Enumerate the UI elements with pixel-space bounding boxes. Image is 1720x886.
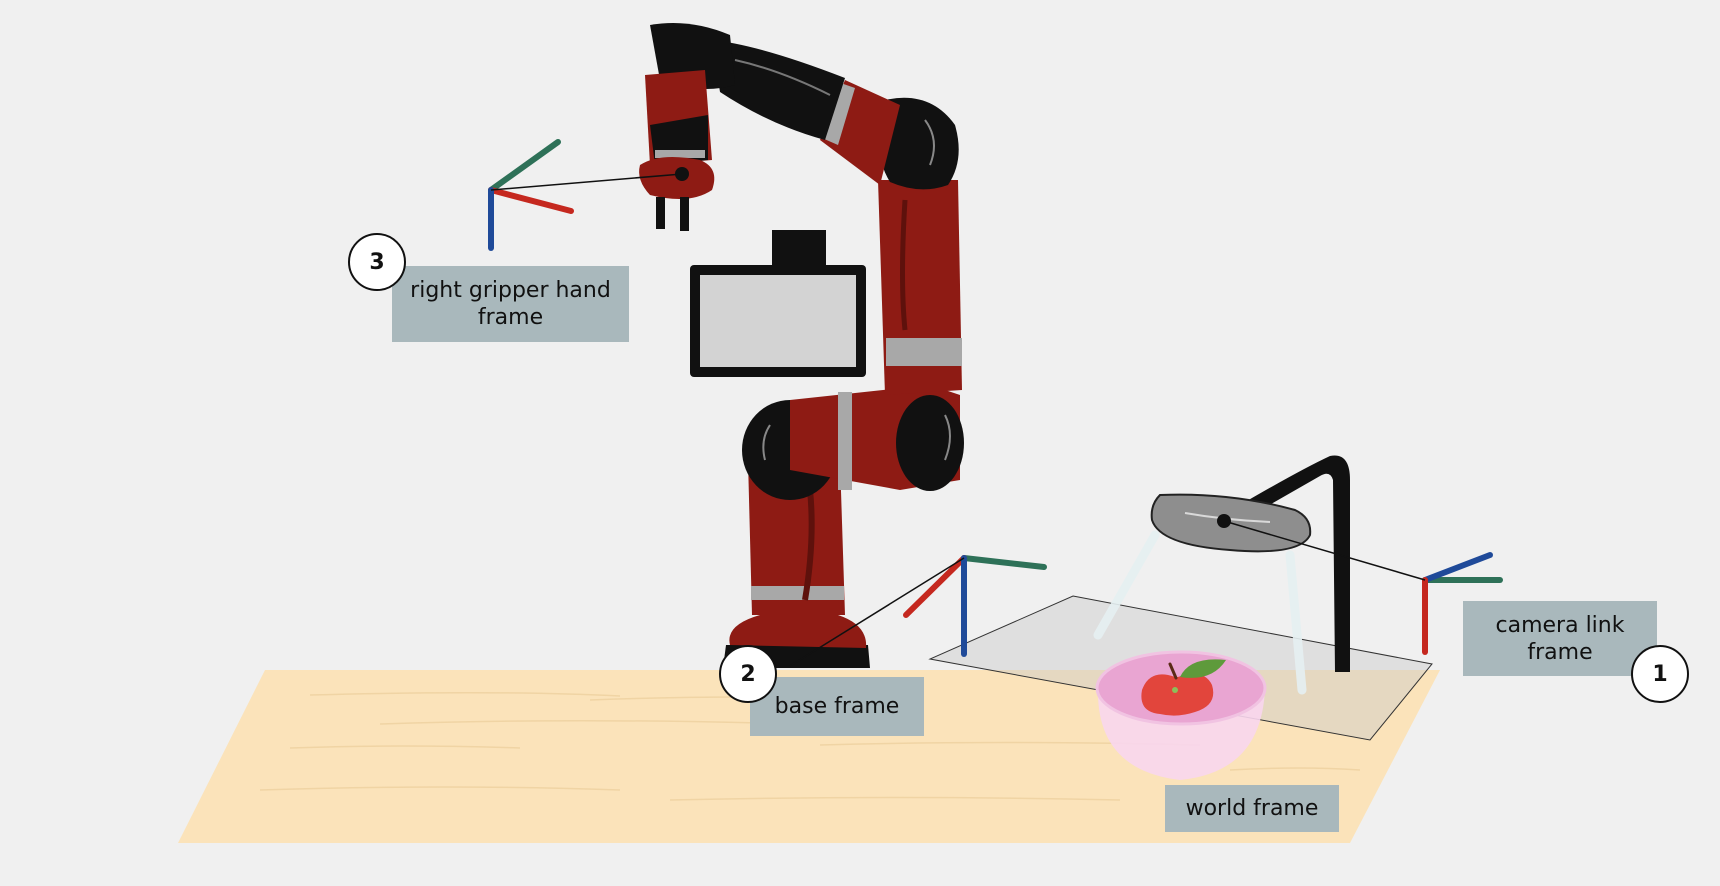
world-frame-label-text: world frame: [1185, 796, 1319, 821]
gripper-frame-point: [675, 167, 689, 181]
camera-frame-label: camera link frame: [1463, 601, 1657, 676]
apple-icon: [1141, 659, 1226, 716]
base-frame-label: base frame: [750, 677, 924, 736]
camera-frame-number-badge: 1: [1631, 645, 1689, 703]
gripper-frame-number-badge: 3: [348, 233, 406, 291]
gripper-frame-label-line1: right gripper hand: [410, 278, 611, 303]
camera-frame-point: [1217, 514, 1231, 528]
base-frame-axes: [903, 555, 1047, 657]
base-frame-label-text: base frame: [774, 694, 900, 719]
camera-frame-label-line2: frame: [1527, 639, 1593, 665]
gripper-frame-axes: [488, 139, 574, 251]
base-frame-number-badge: 2: [719, 645, 777, 703]
camera-frame-axes: [1422, 552, 1503, 655]
camera-light-beams: [1093, 530, 1307, 695]
leader-lines: [490, 173, 1426, 667]
gripper-frame-label-line2: frame: [477, 305, 544, 330]
world-frame-label: world frame: [1165, 785, 1339, 832]
robot-arm-icon: [639, 22, 964, 668]
gripper-frame-label: right gripper hand frame: [392, 266, 629, 342]
camera-frame-label-line1: camera link: [1495, 612, 1625, 638]
